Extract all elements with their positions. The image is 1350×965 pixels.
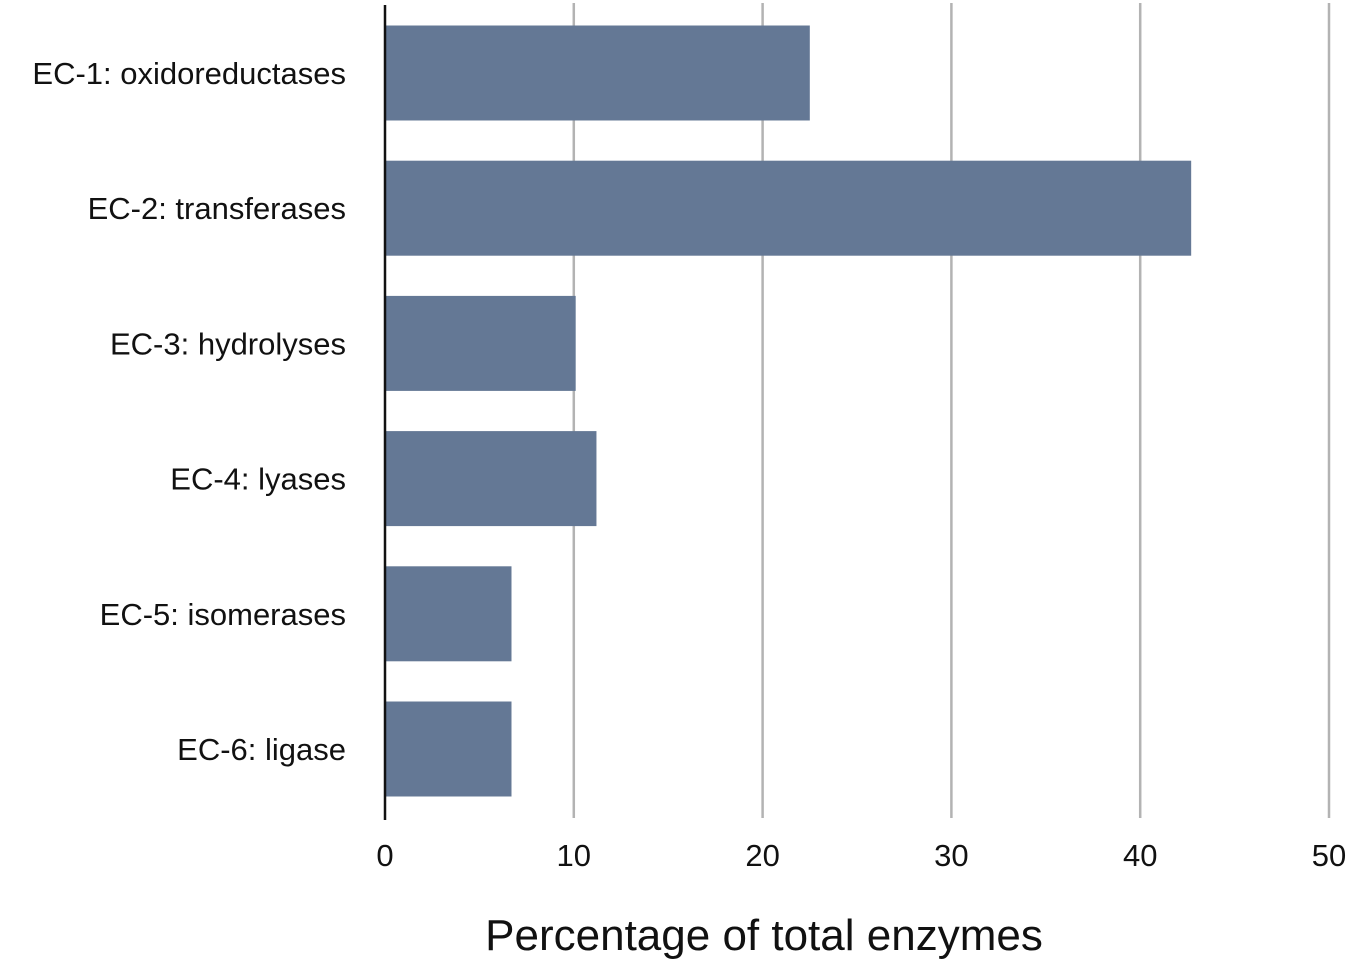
gridlines	[572, 3, 1331, 818]
bar	[386, 160, 1192, 256]
x-tick-label: 50	[1312, 838, 1346, 873]
category-labels: EC-1: oxidoreductases EC-2: transferases E…	[32, 56, 346, 767]
category-label: EC-6: ligase	[177, 732, 346, 767]
x-tick-label: 10	[557, 838, 591, 873]
bar	[386, 25, 810, 121]
x-tick-label: 40	[1123, 838, 1157, 873]
x-tick-labels: 0 10 20 30 40 50	[376, 838, 1346, 873]
bar	[386, 566, 512, 662]
x-tick-label: 0	[376, 838, 393, 873]
category-label: EC-5: isomerases	[100, 597, 346, 632]
category-label: EC-2: transferases	[88, 191, 346, 226]
x-axis-title: Percentage of total enzymes	[485, 911, 1043, 960]
x-tick-label: 20	[745, 838, 779, 873]
category-label: EC-4: lyases	[170, 462, 346, 497]
bars	[386, 25, 1192, 797]
category-label: EC-3: hydrolyses	[110, 326, 346, 361]
x-tick-label: 30	[934, 838, 968, 873]
bar	[386, 431, 597, 527]
bar	[386, 295, 576, 391]
bar	[386, 701, 512, 797]
category-label: EC-1: oxidoreductases	[32, 56, 346, 91]
